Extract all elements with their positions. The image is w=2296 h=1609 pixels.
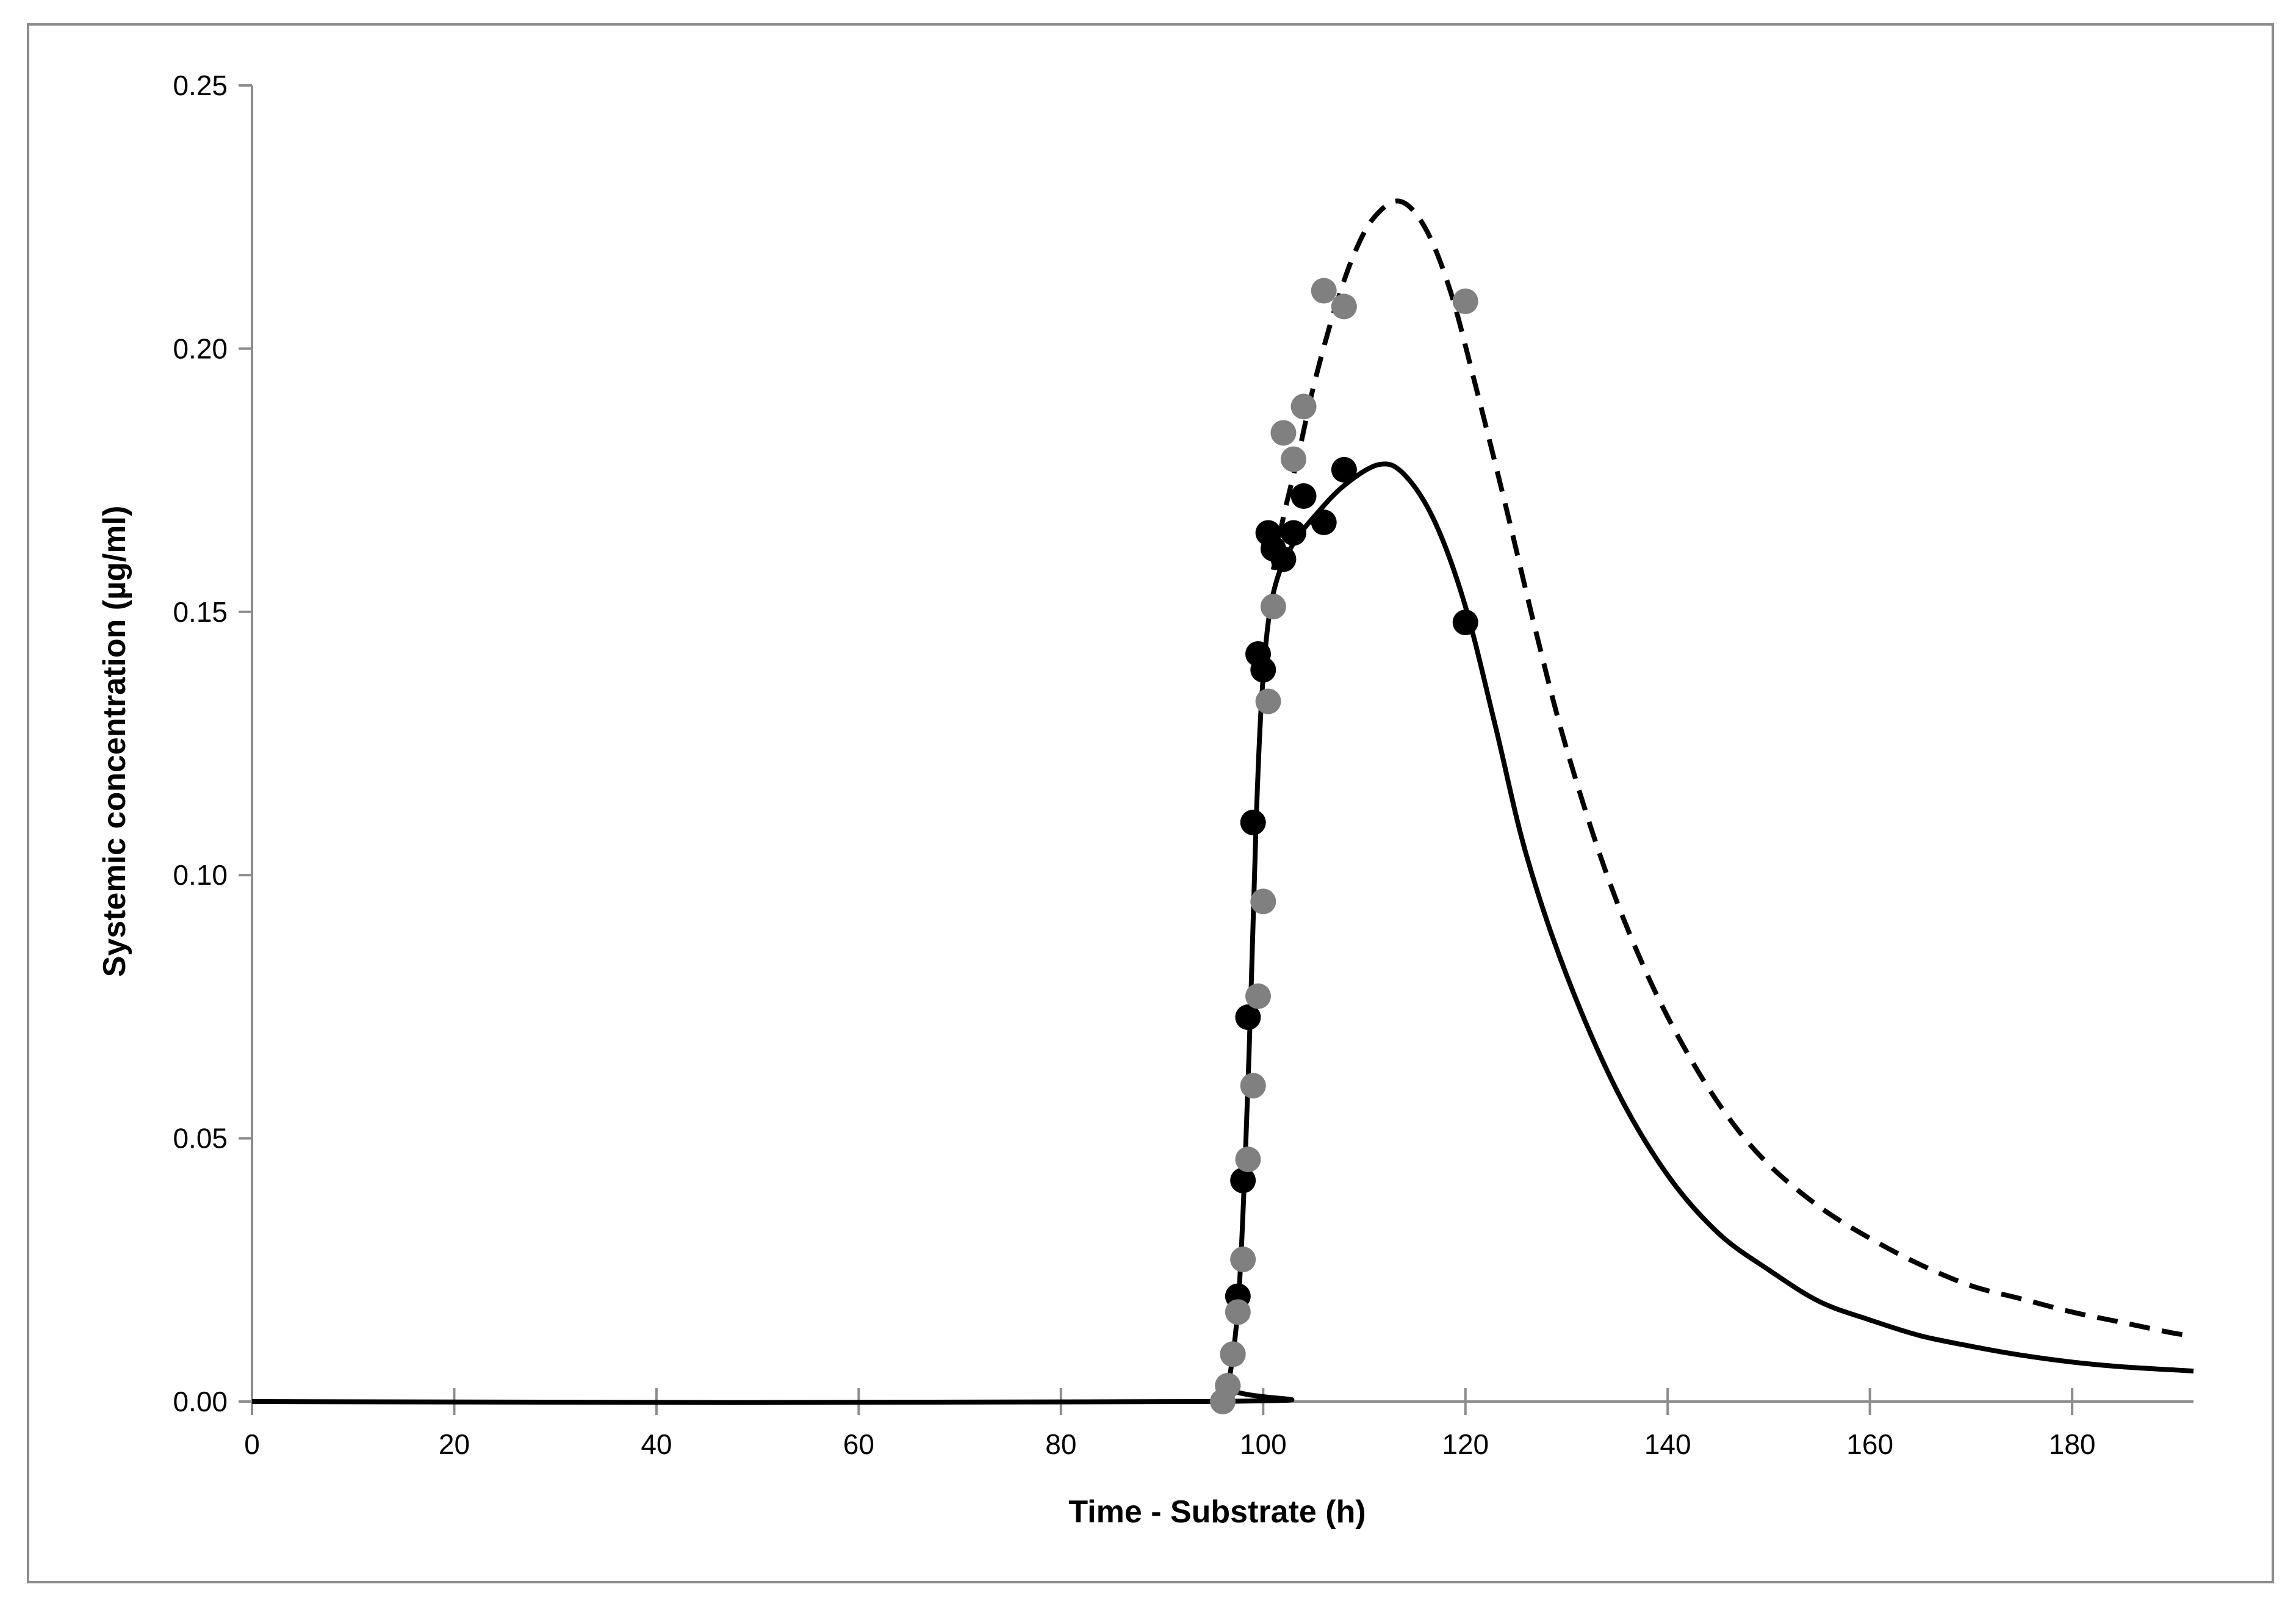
gray-data-point (1240, 1073, 1266, 1099)
y-axis-title: Systemic concentration (µg/ml) (97, 506, 132, 977)
black-data-point (1311, 509, 1337, 536)
gray-data-point (1220, 1341, 1246, 1367)
black-data-point (1281, 520, 1307, 546)
black-data-point (1290, 483, 1317, 509)
x-tick-label: 20 (439, 1428, 470, 1460)
black-data-point (1250, 657, 1276, 683)
black-data-point (1331, 456, 1357, 483)
gray-data-point (1290, 394, 1317, 420)
dashed-model-line (1270, 198, 2194, 1339)
x-tick-label: 60 (843, 1428, 874, 1460)
x-tick-label: 80 (1045, 1428, 1076, 1460)
x-tick-label: 160 (1846, 1428, 1893, 1460)
x-axis-title: Time - Substrate (h) (1068, 1494, 1366, 1530)
gray-data-point (1215, 1373, 1241, 1399)
gray-data-point (1311, 278, 1337, 304)
y-tick-label: 0.20 (173, 333, 228, 364)
chart-frame (27, 23, 2274, 1583)
x-tick-label: 40 (641, 1428, 672, 1460)
y-tick-label: 0.10 (173, 859, 228, 891)
black-data-point (1240, 809, 1266, 835)
y-tick-label: 0.00 (173, 1386, 228, 1417)
y-tick-label: 0.25 (173, 70, 228, 101)
black-data-point (1235, 1004, 1261, 1031)
x-tick-label: 0 (244, 1428, 260, 1460)
x-tick-label: 180 (2049, 1428, 2096, 1460)
series-layer (251, 198, 2194, 1414)
y-tick-label: 0.15 (173, 596, 228, 628)
gray-data-point (1235, 1146, 1261, 1173)
gray-data-point (1452, 288, 1478, 314)
gray-data-point (1245, 983, 1272, 1009)
gray-data-point (1260, 594, 1286, 620)
gray-data-point (1250, 888, 1276, 915)
gray-data-point (1255, 688, 1281, 715)
gray-data-point (1230, 1247, 1256, 1273)
black-data-point (1452, 610, 1478, 636)
solid-model-line (251, 461, 2194, 1405)
gray-data-point (1270, 420, 1297, 446)
black-data-point (1270, 546, 1297, 572)
gray-data-point (1225, 1299, 1251, 1325)
y-tick-label: 0.05 (173, 1123, 228, 1154)
gray-data-point (1281, 446, 1307, 472)
x-tick-label: 120 (1442, 1428, 1489, 1460)
gray-data-point (1331, 293, 1357, 320)
x-tick-label: 140 (1644, 1428, 1691, 1460)
black-data-point (1230, 1167, 1256, 1193)
x-tick-label: 100 (1240, 1428, 1287, 1460)
